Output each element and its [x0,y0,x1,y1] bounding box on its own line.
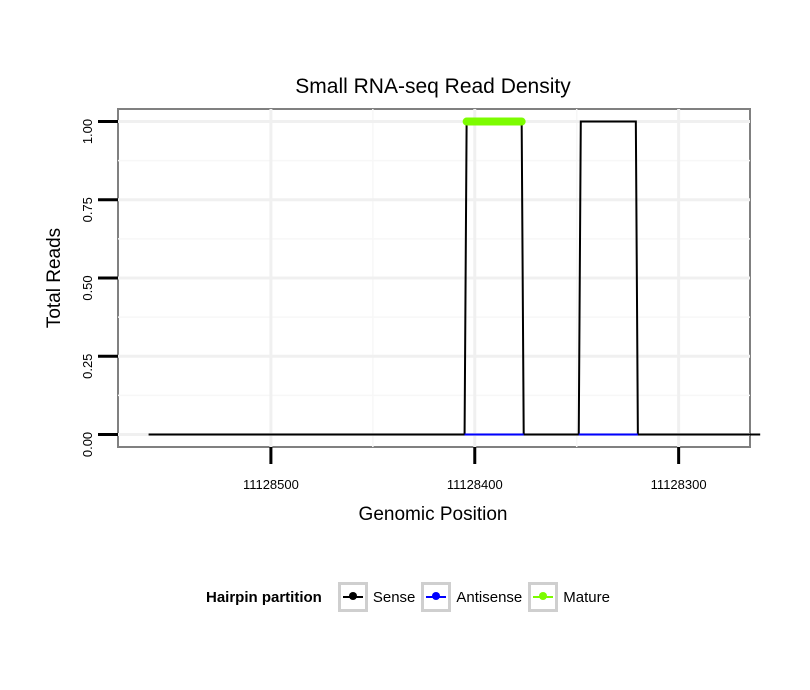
chart-title: Small RNA-seq Read Density [295,75,571,98]
legend-label-antisense: Antisense [456,588,523,606]
series-line-sense [148,120,761,436]
y-tick-label: 0.00 [80,432,95,457]
y-axis-label: Total Reads [44,228,65,328]
x-tick-label: 11128400 [447,477,503,492]
legend-label-sense: Sense [372,588,416,606]
legend-key-sense [337,582,368,612]
legend-item-sense: Sense [337,582,416,612]
legend: Hairpin partition Sense Antisense Mature [206,580,616,614]
x-tick-label: 11128300 [651,477,707,492]
axes: 0.00 0.25 0.50 0.75 1.00 11128500 11128400 1112… [80,119,707,492]
legend-key-mature [528,582,559,612]
legend-key-antisense [421,582,452,612]
y-tick-label: 0.25 [80,354,95,379]
x-tick-label: 11128500 [243,477,299,492]
legend-label-mature: Mature [563,588,610,606]
legend-title: Hairpin partition [206,588,322,606]
legend-item-mature: Mature [528,582,610,612]
y-tick-label: 1.00 [80,119,95,144]
y-tick-label: 0.75 [80,197,95,222]
x-axis-label: Genomic Position [359,504,508,525]
legend-item-antisense: Antisense [421,582,522,612]
series-layer [148,117,761,436]
y-tick-label: 0.50 [80,275,95,300]
